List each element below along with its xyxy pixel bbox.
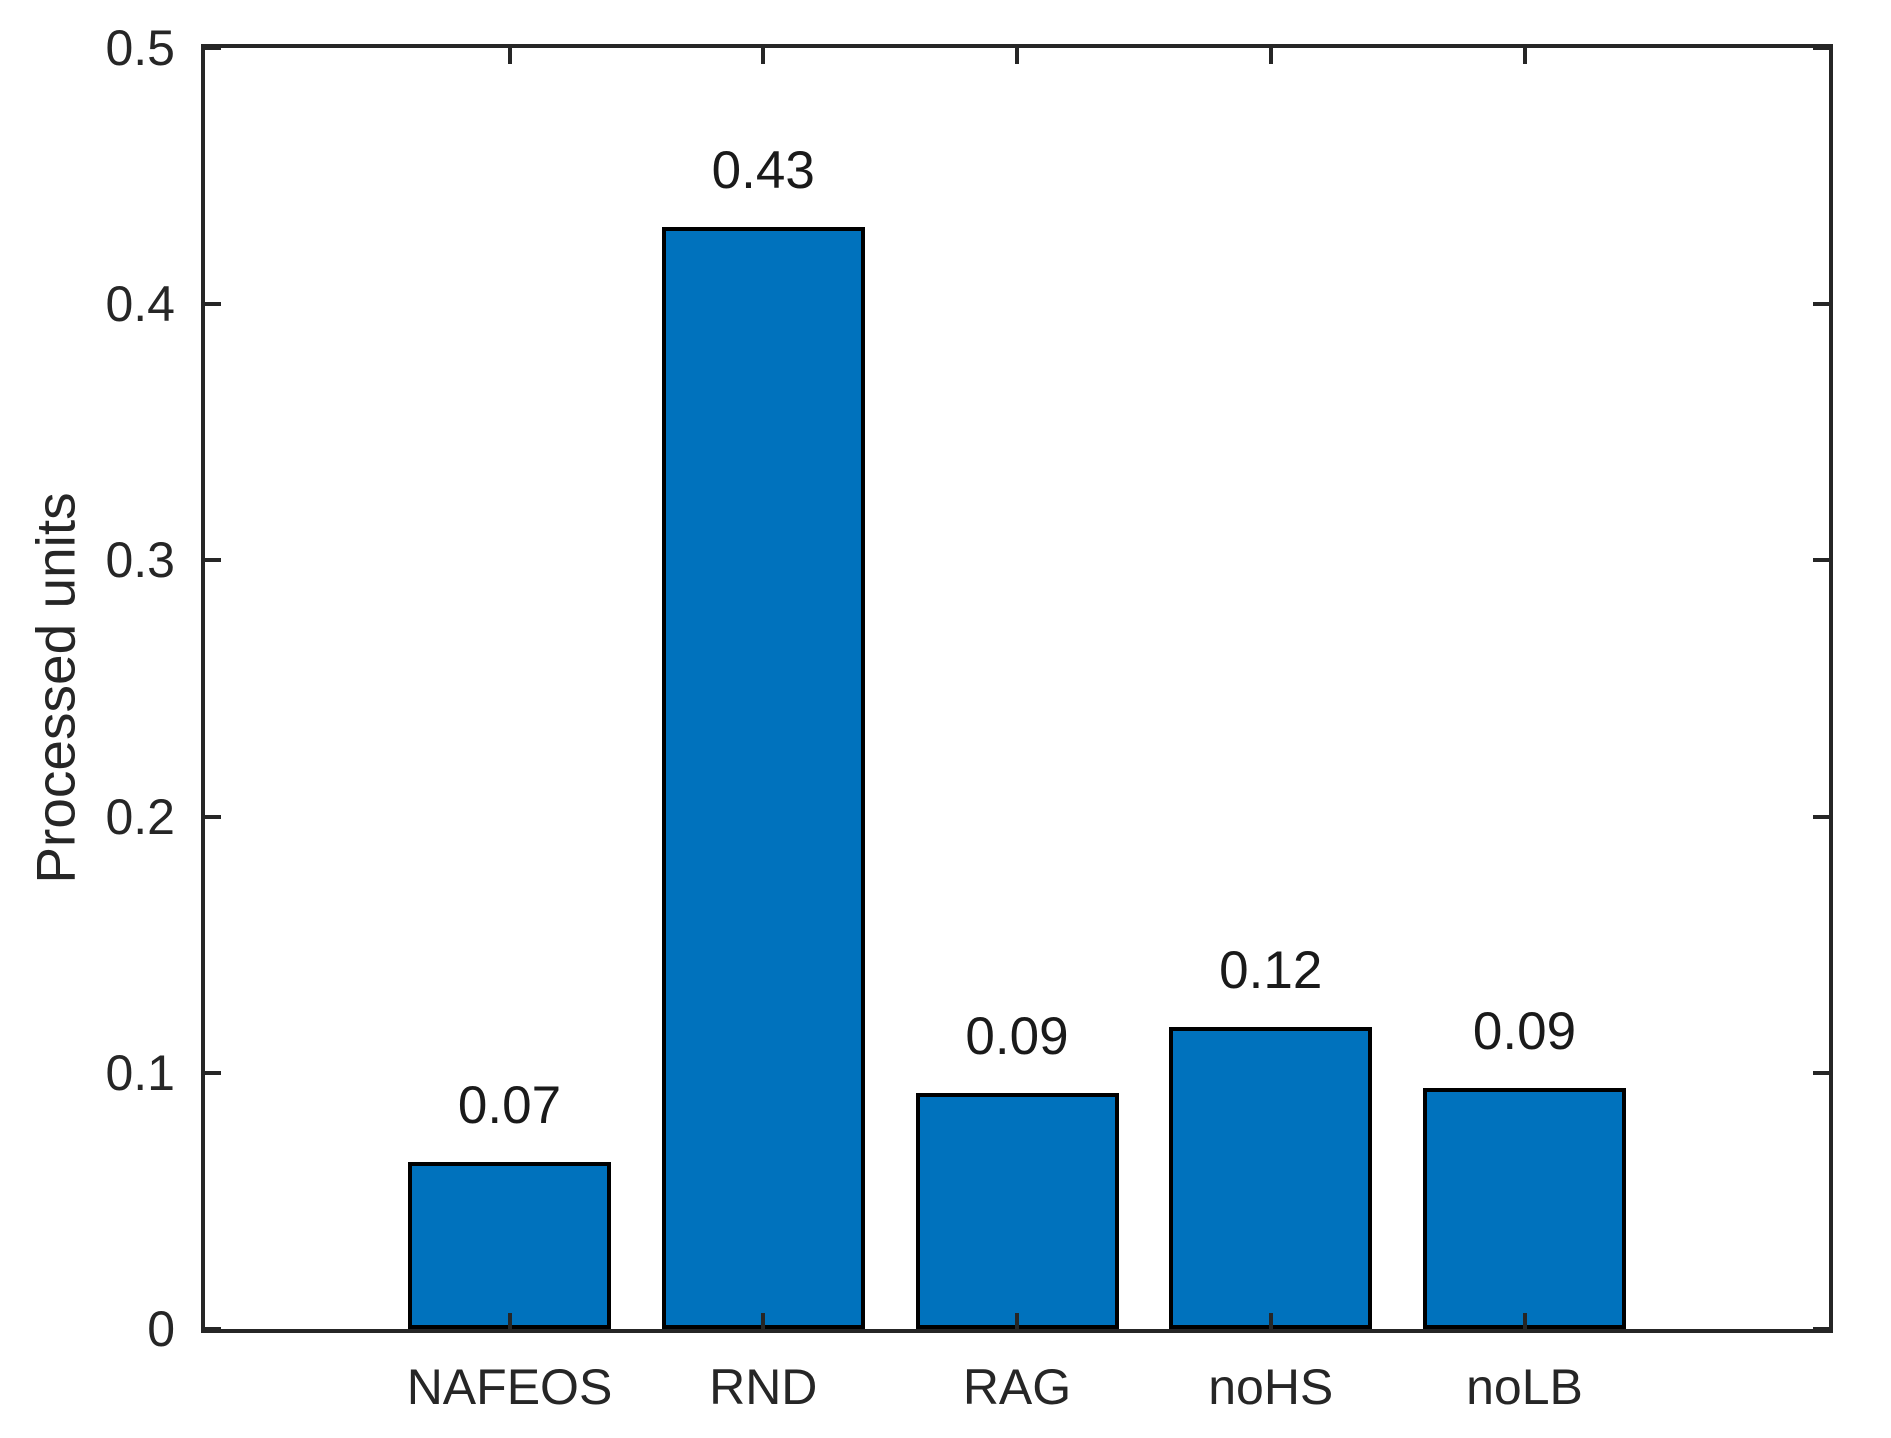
bar-noLB — [1423, 1088, 1626, 1329]
y-tick-mark-right — [1813, 1070, 1829, 1075]
x-tick-mark-bottom — [507, 1313, 512, 1329]
y-tick-mark-right — [1813, 558, 1829, 563]
x-tick-label-noLB: noLB — [1466, 1359, 1583, 1415]
y-tick-mark-left — [205, 302, 221, 307]
y-tick-label-0.1: 0.1 — [105, 1044, 175, 1101]
x-tick-mark-bottom — [1268, 1313, 1273, 1329]
x-tick-mark-bottom — [761, 1313, 766, 1329]
x-tick-mark-top — [761, 48, 766, 64]
bar-value-label: 0.12 — [1219, 940, 1323, 1000]
y-tick-mark-left — [205, 814, 221, 819]
x-tick-label-noHS: noHS — [1208, 1359, 1334, 1415]
bar-value-label: 0.07 — [457, 1076, 562, 1136]
bar-RAG — [915, 1093, 1119, 1329]
bar-value-label: 0.09 — [1472, 1002, 1577, 1062]
y-tick-label-0.5: 0.5 — [105, 20, 175, 76]
x-tick-label-RND: RND — [709, 1359, 818, 1415]
x-tick-mark-top — [1268, 48, 1273, 64]
bar-RND — [661, 227, 865, 1329]
y-tick-label-0.4: 0.4 — [105, 276, 175, 333]
y-tick-mark-right — [1813, 46, 1829, 50]
y-tick-mark-right — [1813, 1327, 1829, 1331]
bar-value-label: 0.43 — [711, 141, 815, 201]
x-tick-label-RAG: RAG — [962, 1359, 1072, 1415]
bar-noHS — [1169, 1026, 1373, 1329]
y-tick-mark-left — [205, 558, 221, 563]
plot-area: 0.07 0.43 0.09 0.12 0.09 — [201, 44, 1833, 1333]
x-tick-mark-top — [1522, 48, 1527, 64]
x-tick-mark-bottom — [1522, 1313, 1527, 1329]
y-tick-label-0.2: 0.2 — [105, 788, 175, 845]
y-tick-mark-right — [1813, 814, 1829, 819]
x-tick-label-NAFEOS: NAFEOS — [406, 1359, 613, 1415]
y-tick-mark-left — [205, 1327, 221, 1331]
y-tick-mark-left — [205, 1070, 221, 1075]
y-tick-label-0: 0 — [147, 1301, 175, 1357]
x-tick-mark-top — [1015, 48, 1019, 64]
y-tick-mark-right — [1813, 302, 1829, 307]
y-tick-mark-left — [205, 46, 221, 50]
bar-NAFEOS — [408, 1162, 611, 1329]
x-tick-mark-top — [507, 48, 512, 64]
bar-value-label: 0.09 — [965, 1007, 1069, 1067]
y-tick-label-0.3: 0.3 — [105, 532, 175, 589]
x-tick-mark-bottom — [1015, 1313, 1019, 1329]
